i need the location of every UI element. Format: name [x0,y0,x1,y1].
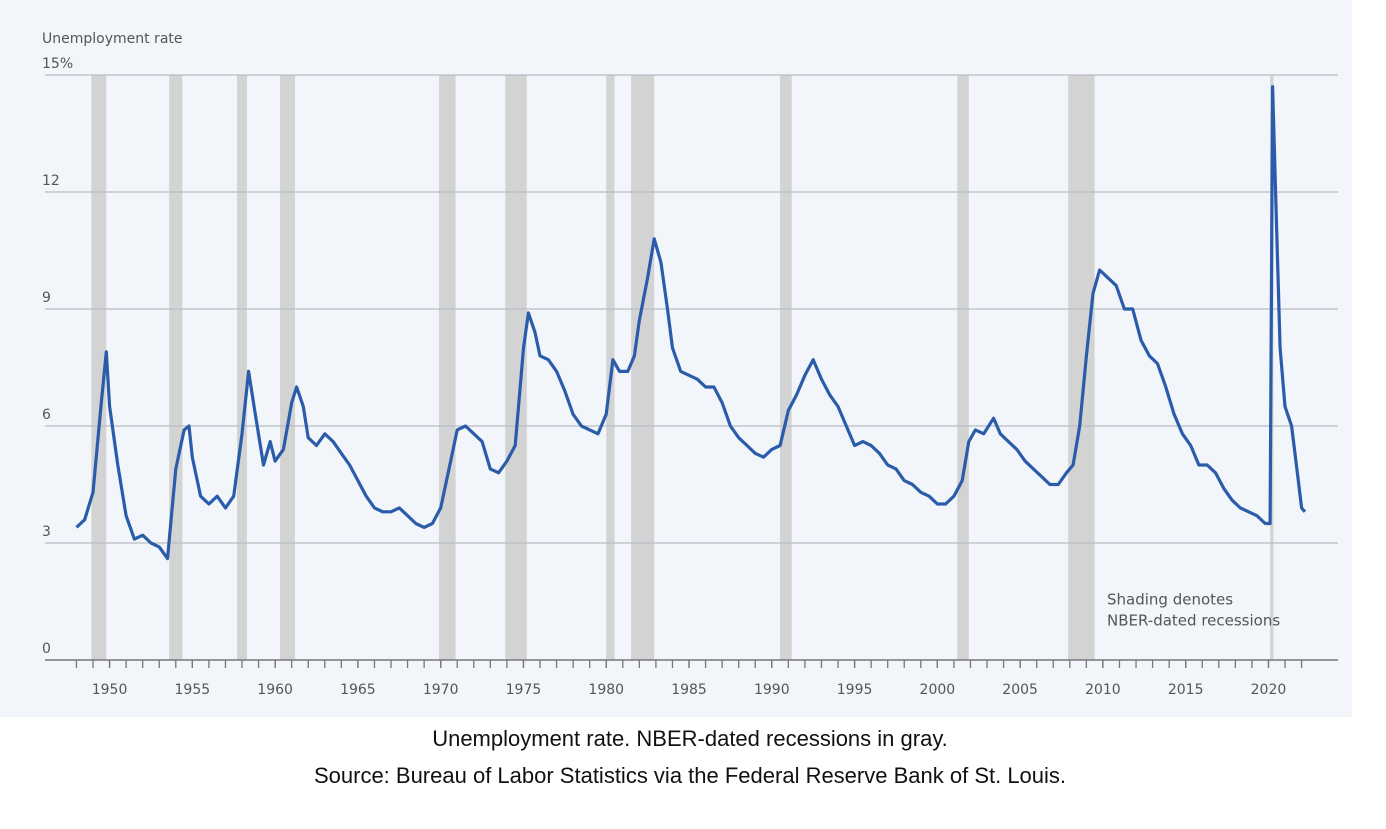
x-tick-label: 1955 [175,682,211,698]
annotation: Shading denotes [1107,591,1233,609]
x-tick-label: 1975 [506,682,542,698]
recession-band [505,75,527,660]
x-tick-label: 1995 [837,682,873,698]
x-tick-label: 2010 [1085,682,1121,698]
x-tick-label: 1965 [340,682,376,698]
chart-title: Unemployment rate [42,31,183,47]
y-tick-label: 3 [42,524,51,540]
x-tick-label: 2020 [1251,682,1287,698]
recession-band [631,75,655,660]
y-tick-label: 15% [42,56,73,72]
x-tick-label: 1985 [671,682,707,698]
x-tick-label: 2005 [1002,682,1038,698]
x-tick-label: 1980 [588,682,624,698]
recession-band [169,75,183,660]
y-tick-label: 6 [42,407,51,423]
x-tick-label: 1950 [92,682,128,698]
x-tick-label: 2015 [1168,682,1204,698]
data-line [75,85,1307,561]
caption: Source: Bureau of Labor Statistics via t… [314,763,1066,788]
x-tick-label: 1970 [423,682,459,698]
x-tick-label: 1990 [754,682,790,698]
annotation: NBER-dated recessions [1107,612,1280,630]
y-tick-label: 9 [42,290,51,306]
x-tick-label: 1960 [257,682,293,698]
y-tick-label: 12 [42,173,60,189]
x-tick-label: 2000 [920,682,956,698]
recession-band [91,75,107,660]
recession-band [1068,75,1095,660]
recession-band [280,75,295,660]
caption: Unemployment rate. NBER-dated recessions… [432,726,948,751]
y-tick-label: 0 [42,641,51,657]
recession-band [780,75,792,660]
recession-band [957,75,969,660]
recession-band [439,75,456,660]
recession-band [237,75,247,660]
